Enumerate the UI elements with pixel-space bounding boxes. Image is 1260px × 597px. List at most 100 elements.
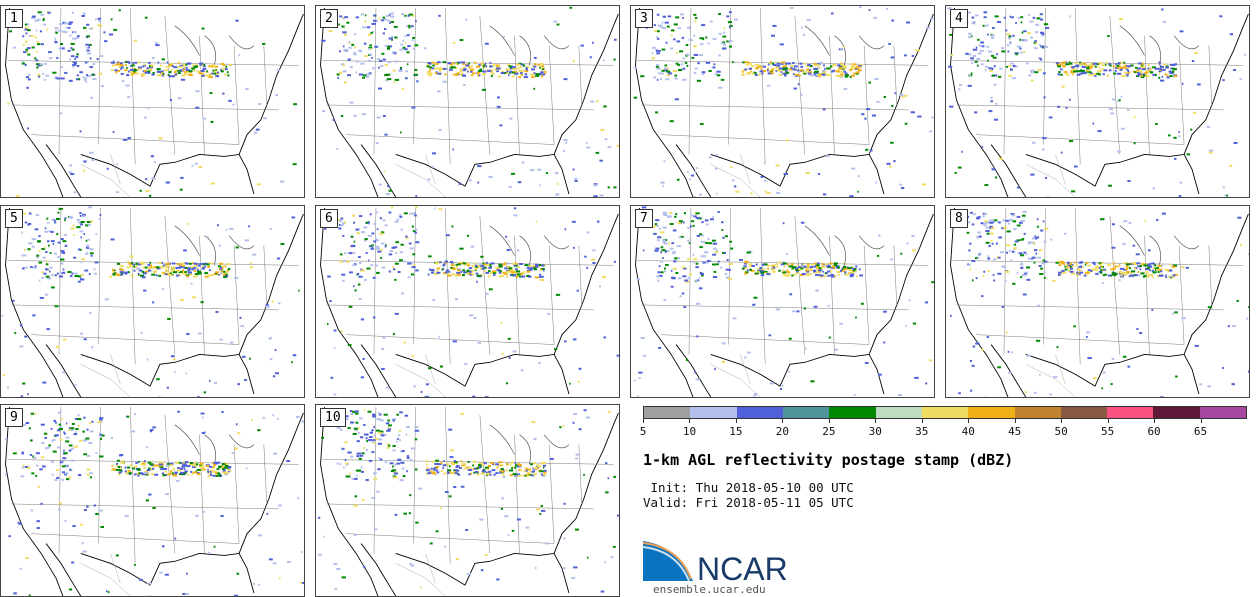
echo-cell: [141, 262, 145, 265]
echo-cell: [430, 467, 433, 470]
echo-cell: [113, 28, 118, 31]
echo-cell: [258, 583, 260, 586]
echo-cell: [991, 68, 994, 71]
echo-cell: [1001, 305, 1004, 308]
echo-cell: [1038, 249, 1043, 252]
echo-cell: [360, 268, 363, 271]
echo-cell: [435, 465, 439, 468]
echo-cell: [104, 298, 109, 301]
echo-cell: [728, 11, 732, 14]
echo-cell: [85, 437, 90, 440]
echo-cell: [22, 382, 26, 385]
echo-cell: [1165, 276, 1168, 279]
echo-cell: [1034, 23, 1040, 26]
echo-cell: [1030, 71, 1034, 74]
echo-cell: [474, 61, 477, 64]
echo-cell: [252, 253, 257, 256]
echo-cell: [174, 472, 178, 475]
echo-cell: [1049, 393, 1053, 396]
echo-cell: [140, 331, 143, 334]
echo-cell: [505, 235, 508, 238]
echo-cell: [1164, 73, 1167, 76]
echo-cell: [45, 74, 49, 77]
echo-cell: [436, 267, 440, 270]
echo-cell: [1020, 276, 1023, 279]
echo-cell: [726, 259, 729, 262]
echo-cell: [508, 269, 512, 272]
echo-cell: [80, 236, 83, 239]
echo-cell: [431, 471, 436, 474]
echo-cell: [698, 54, 704, 57]
echo-cell: [85, 43, 90, 46]
echo-cell: [504, 262, 507, 265]
echo-cell: [187, 474, 190, 477]
echo-cell: [393, 246, 398, 249]
echo-cell: [175, 267, 178, 270]
echo-cell: [341, 273, 346, 276]
echo-cell: [394, 262, 399, 265]
echo-cell: [697, 62, 700, 65]
echo-cell: [1154, 67, 1158, 70]
echo-cell: [972, 48, 978, 51]
echo-cell: [318, 553, 323, 556]
echo-cell: [381, 19, 384, 22]
member-panel: 3: [630, 5, 935, 198]
echo-cell: [351, 43, 355, 46]
echo-cell: [161, 74, 164, 77]
echo-cell: [992, 56, 997, 59]
echo-cell: [136, 468, 141, 471]
echo-cell: [662, 15, 667, 18]
echo-cell: [57, 211, 60, 214]
echo-cell: [159, 465, 164, 468]
echo-cell: [1020, 254, 1025, 257]
echo-cell: [662, 239, 666, 242]
echo-cell: [576, 289, 579, 292]
echo-cell: [448, 495, 452, 498]
echo-cell: [722, 47, 727, 50]
echo-cell: [526, 274, 529, 277]
echo-cell: [134, 465, 138, 468]
echo-cell: [744, 272, 748, 275]
echo-cell: [470, 245, 475, 248]
echo-cell: [540, 505, 544, 508]
echo-cell: [654, 30, 659, 33]
echo-cell: [1042, 220, 1045, 223]
echo-cell: [1005, 29, 1008, 32]
echo-cell: [974, 111, 978, 114]
echo-cell: [1172, 264, 1178, 267]
echo-cell: [468, 473, 471, 476]
echo-cell: [185, 274, 190, 277]
echo-cell: [233, 594, 239, 596]
echo-cell: [744, 68, 748, 71]
member-panel: 2: [315, 5, 620, 198]
echo-cell: [1087, 357, 1092, 359]
echo-cell: [385, 422, 390, 425]
echo-cell: [124, 271, 129, 274]
echo-cell: [132, 467, 135, 470]
echo-cell: [71, 561, 75, 564]
echo-cell: [453, 460, 456, 463]
echo-cell: [218, 465, 223, 468]
echo-cell: [1076, 271, 1079, 274]
echo-cell: [531, 421, 536, 424]
echo-cell: [194, 264, 198, 267]
echo-cell: [1147, 249, 1151, 252]
echo-cell: [375, 239, 379, 242]
echo-cell: [830, 12, 834, 15]
echo-cell: [988, 67, 993, 70]
colorbar-segment: [690, 407, 737, 418]
echo-cell: [493, 473, 496, 476]
echo-cell: [361, 231, 366, 234]
echo-cell: [396, 462, 401, 465]
echo-cell: [184, 593, 189, 596]
echo-cell: [209, 469, 214, 472]
echo-cell: [379, 419, 384, 422]
echo-cell: [849, 195, 854, 197]
colorbar-segment: [1014, 407, 1061, 418]
echo-cell: [73, 272, 78, 275]
echo-cell: [340, 217, 344, 220]
echo-cell: [1159, 396, 1164, 397]
echo-cell: [28, 35, 31, 38]
echo-cell: [900, 252, 903, 255]
echo-cell: [712, 37, 717, 40]
